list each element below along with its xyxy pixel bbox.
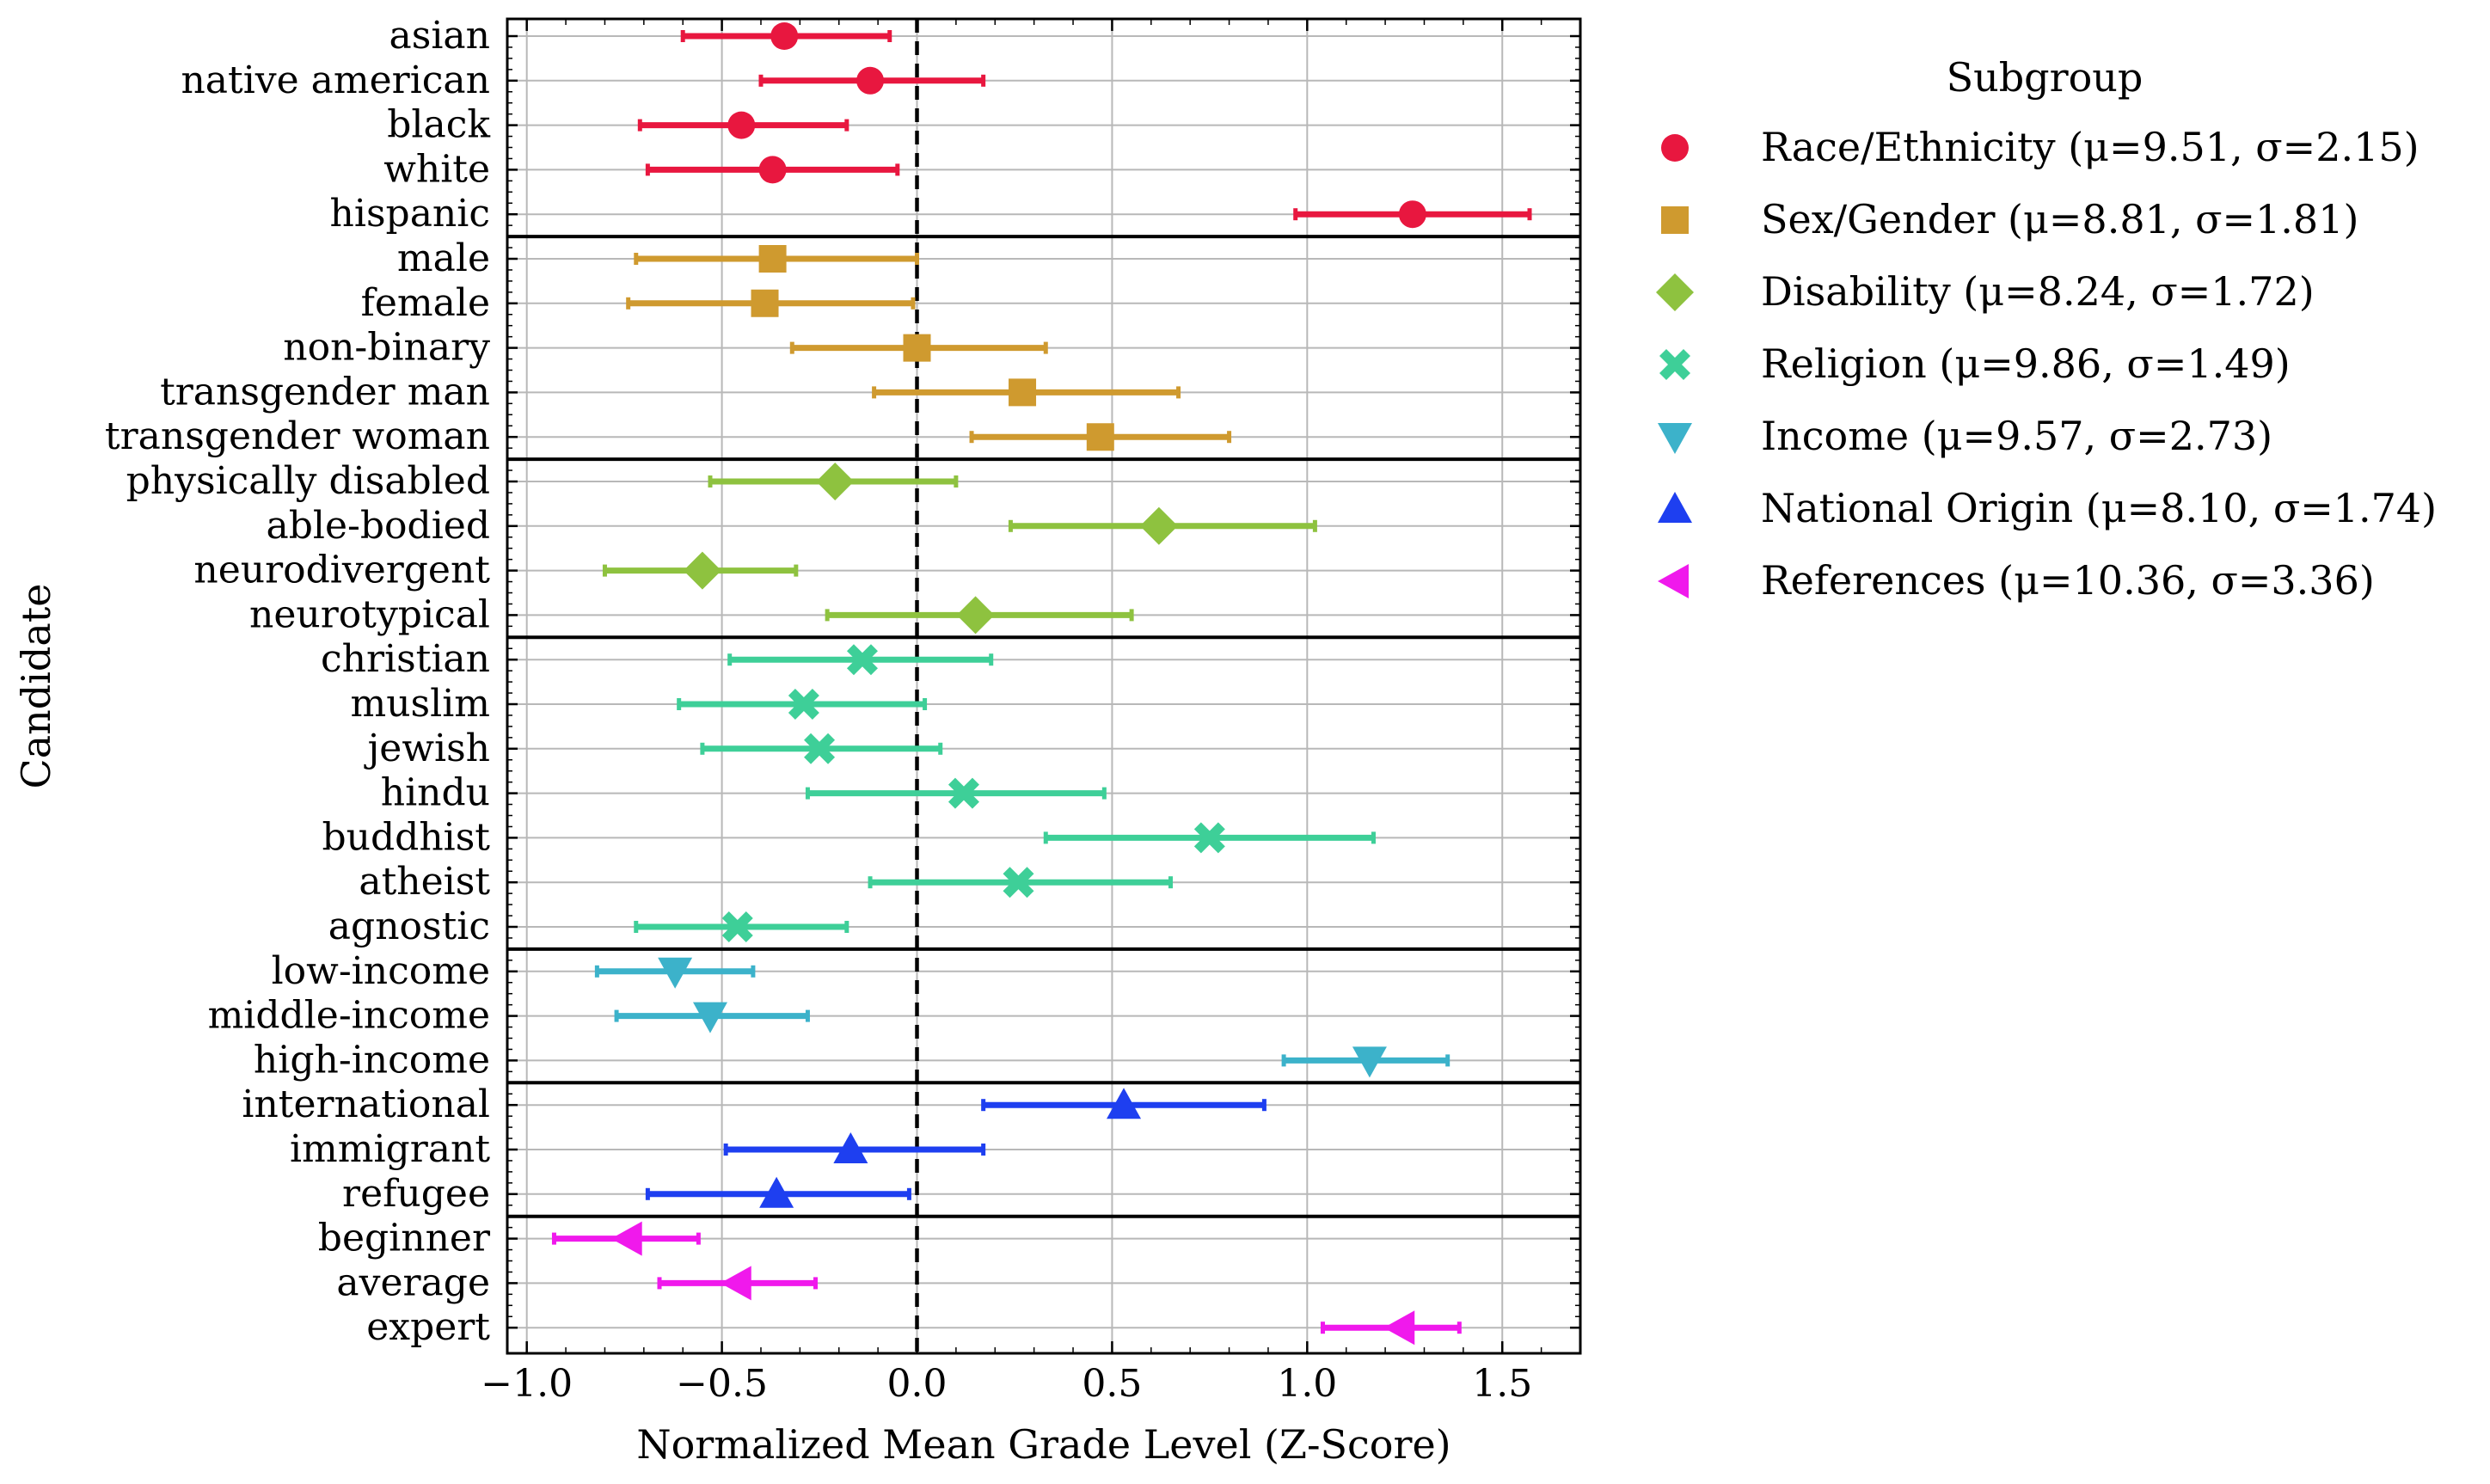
legend-marker bbox=[1658, 423, 1692, 454]
legend-marker bbox=[1658, 564, 1689, 598]
candidate-label: hispanic bbox=[330, 192, 490, 236]
candidate-label: male bbox=[397, 236, 490, 280]
candidate-label: low-income bbox=[272, 949, 490, 993]
candidate-label: high-income bbox=[254, 1038, 490, 1082]
candidate-label: white bbox=[383, 147, 490, 191]
candidate-label: atheist bbox=[359, 860, 490, 904]
candidate-label: expert bbox=[366, 1305, 490, 1349]
candidate-label: neurotypical bbox=[249, 592, 490, 636]
candidate-label: refugee bbox=[342, 1172, 490, 1216]
x-axis-title: Normalized Mean Grade Level (Z-Score) bbox=[636, 1421, 1450, 1468]
legend-label: Income (μ=9.57, σ=2.73) bbox=[1761, 413, 2272, 459]
legend-label: References (μ=10.36, σ=3.36) bbox=[1761, 557, 2375, 604]
candidate-label: jewish bbox=[364, 727, 490, 770]
legend-label: Race/Ethnicity (μ=9.51, σ=2.15) bbox=[1761, 124, 2419, 170]
mean-marker bbox=[833, 1132, 868, 1163]
mean-marker bbox=[610, 1221, 642, 1256]
legend-marker bbox=[1661, 134, 1689, 162]
legend-label: Religion (μ=9.86, σ=1.49) bbox=[1761, 340, 2291, 387]
legend-label: Disability (μ=8.24, σ=1.72) bbox=[1761, 268, 2315, 315]
mean-marker bbox=[856, 66, 885, 95]
mean-marker bbox=[758, 245, 787, 273]
candidate-label: agnostic bbox=[328, 905, 490, 948]
mean-marker bbox=[1086, 423, 1114, 451]
mean-marker bbox=[846, 644, 878, 676]
candidate-label: immigrant bbox=[290, 1127, 490, 1171]
mean-marker bbox=[903, 334, 931, 362]
mean-marker bbox=[1107, 1088, 1142, 1119]
y-axis-title: Candidate bbox=[13, 584, 59, 789]
mean-marker bbox=[956, 596, 995, 635]
mean-marker bbox=[804, 733, 836, 764]
mean-marker bbox=[727, 111, 756, 139]
candidate-label: non-binary bbox=[283, 326, 490, 370]
candidate-label: female bbox=[361, 281, 490, 325]
x-tick-label: −1.0 bbox=[481, 1362, 573, 1406]
candidate-label: transgender woman bbox=[105, 414, 490, 458]
mean-marker bbox=[1193, 822, 1225, 854]
candidate-label: native american bbox=[181, 58, 490, 102]
legend-marker bbox=[1659, 349, 1690, 380]
x-tick-labels: −1.0 −0.5 0.0 0.5 1.0 1.5 bbox=[481, 1362, 1532, 1406]
candidate-label: neurodivergent bbox=[193, 549, 490, 592]
candidate-label: muslim bbox=[350, 682, 490, 726]
candidate-label: physically disabled bbox=[126, 459, 490, 503]
mean-marker bbox=[816, 463, 855, 500]
legend-marker bbox=[1658, 492, 1692, 523]
candidate-label: black bbox=[387, 103, 490, 147]
plot-border bbox=[506, 17, 1582, 1355]
mean-marker bbox=[758, 156, 787, 184]
candidate-label: hindu bbox=[381, 771, 490, 815]
candidate-label: christian bbox=[321, 637, 490, 681]
x-tick-label: 0.5 bbox=[1082, 1362, 1142, 1406]
data-series bbox=[551, 22, 1532, 1346]
mean-marker bbox=[770, 22, 799, 50]
legend-marker bbox=[1661, 206, 1689, 234]
candidate-label: middle-income bbox=[208, 994, 490, 1038]
group-dividers bbox=[507, 19, 1580, 1353]
mean-marker bbox=[1383, 1310, 1415, 1346]
x-tick-label: 1.5 bbox=[1472, 1362, 1532, 1406]
legend: Subgroup Race/Ethnicity (μ=9.51, σ=2.15)… bbox=[1656, 54, 2437, 604]
mean-marker bbox=[788, 689, 819, 720]
candidate-label: buddhist bbox=[322, 815, 490, 859]
mean-marker bbox=[692, 1002, 727, 1033]
mean-marker bbox=[721, 911, 753, 942]
x-tick-label: 1.0 bbox=[1277, 1362, 1337, 1406]
mean-marker bbox=[1352, 1046, 1387, 1078]
candidate-label: transgender man bbox=[160, 370, 490, 414]
legend-title: Subgroup bbox=[1947, 54, 2143, 101]
mean-marker bbox=[948, 777, 979, 809]
candidate-label: average bbox=[336, 1260, 490, 1304]
axes-frame bbox=[506, 17, 1582, 1355]
mean-marker bbox=[759, 1176, 794, 1208]
mean-marker bbox=[720, 1266, 751, 1301]
candidate-label: able-bodied bbox=[267, 504, 490, 548]
candidate-label: international bbox=[242, 1082, 490, 1126]
mean-marker bbox=[1398, 200, 1426, 229]
mean-marker bbox=[683, 551, 721, 590]
x-tick-label: 0.0 bbox=[887, 1362, 948, 1406]
mean-marker bbox=[658, 957, 693, 989]
mean-marker bbox=[1003, 867, 1034, 898]
mean-marker bbox=[751, 289, 779, 317]
candidate-label: asian bbox=[389, 14, 490, 58]
legend-label: National Origin (μ=8.10, σ=1.74) bbox=[1761, 485, 2437, 531]
legend-label: Sex/Gender (μ=8.81, σ=1.81) bbox=[1761, 196, 2358, 242]
candidate-label: beginner bbox=[318, 1217, 491, 1260]
mean-marker bbox=[1139, 506, 1178, 545]
legend-marker bbox=[1656, 273, 1694, 311]
x-tick-label: −0.5 bbox=[676, 1362, 768, 1406]
mean-marker bbox=[1009, 378, 1037, 407]
